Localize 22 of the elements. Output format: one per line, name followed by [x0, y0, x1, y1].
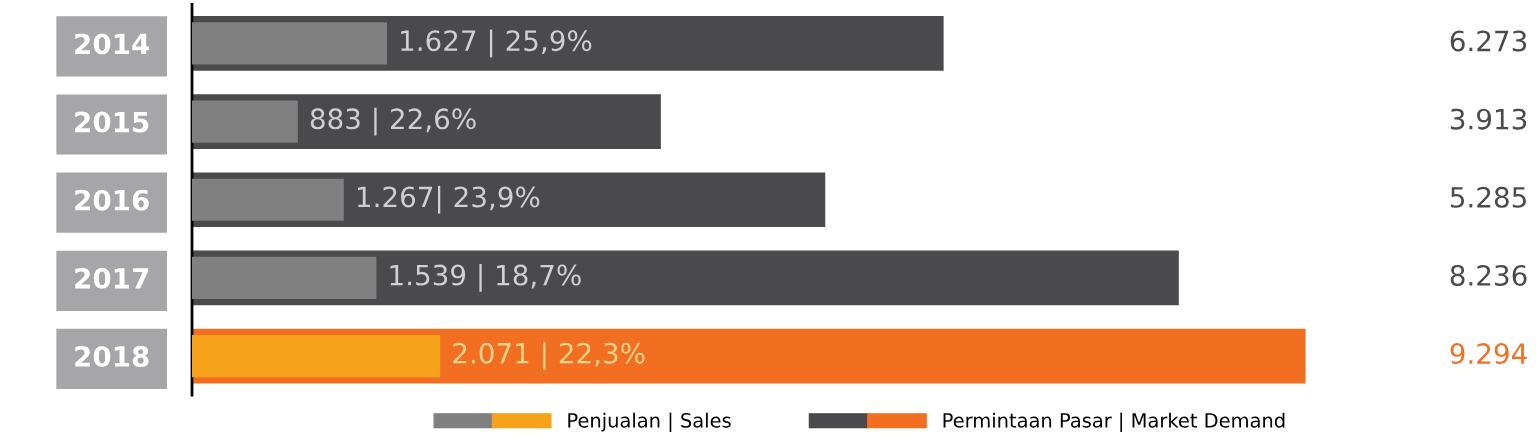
data-label: 9.294 [1450, 343, 1527, 365]
bar [192, 334, 441, 378]
legend-label: Permintaan Pasar | Market Demand [943, 412, 1285, 433]
legend-label: Penjualan | Sales [568, 412, 731, 433]
y-tick-label: 2016 [75, 189, 149, 211]
data-label: 2.071 | 22,3% [453, 342, 645, 370]
y-tick-label: 2017 [75, 267, 149, 289]
y-tick-label: 2015 [75, 111, 149, 133]
bar [192, 178, 344, 221]
data-label: 1.539 | 18,7% [390, 264, 581, 292]
y-tick-label: 2014 [75, 33, 150, 55]
bar [192, 256, 377, 299]
data-label: 1.627 | 25,9% [401, 29, 592, 58]
data-label: 8.236 [1450, 264, 1527, 286]
bar [192, 100, 298, 143]
data-label: 1.267| 23,9% [357, 185, 540, 214]
y-tick-label: 2018 [75, 345, 149, 367]
bar [192, 22, 387, 65]
data-label: 5.285 [1450, 186, 1526, 208]
data-label: 883 | 22,6% [310, 107, 476, 136]
data-label: 6.273 [1450, 30, 1527, 52]
data-label: 3.913 [1450, 108, 1527, 130]
